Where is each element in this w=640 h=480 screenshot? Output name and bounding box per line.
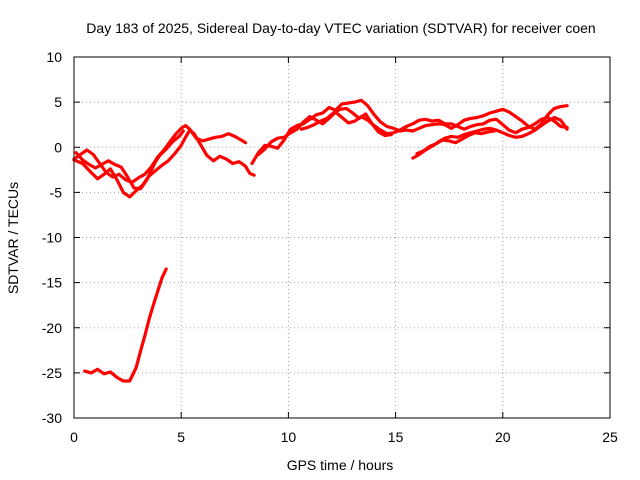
axis-ticks: 0 5 10 15 20 25 -30 -25 -20 -15 -10 -5 0 5 10 [42,49,618,445]
x-tick-label: 10 [281,429,297,445]
y-tick-label: -20 [42,320,62,336]
y-tick-label: -5 [50,184,63,200]
y-tick-label: 0 [54,139,62,155]
series-line-track-h [415,129,496,156]
y-tick-label: -25 [42,365,62,381]
x-tick-label: 25 [602,429,618,445]
x-tick-label: 5 [177,429,185,445]
x-axis-label: GPS time / hours [287,457,394,473]
y-axis-label: SDTVAR / TECUs [5,182,21,294]
x-tick-label: 20 [495,429,511,445]
series-line-track-c [74,129,185,191]
y-tick-label: -10 [42,230,62,246]
x-tick-label: 0 [70,429,78,445]
data-series [72,98,569,383]
grid-lines [74,57,610,418]
series-line-track-e [256,110,569,157]
y-tick-label: 10 [46,49,62,65]
y-tick-label: 5 [54,94,62,110]
series-line-track-f [299,106,393,138]
y-tick-label: -15 [42,275,62,291]
series-line-track-b [72,128,256,199]
x-tick-label: 15 [388,429,404,445]
y-tick-label: -30 [42,410,62,426]
chart-title: Day 183 of 2025, Sidereal Day-to-day VTE… [86,20,595,36]
series-line-track-i [83,267,168,383]
